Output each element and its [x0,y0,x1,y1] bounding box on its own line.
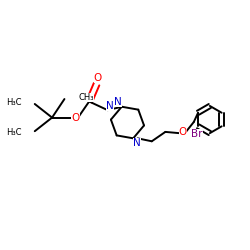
Text: Br: Br [191,129,202,139]
Text: N: N [114,97,122,107]
Text: H₃C: H₃C [6,98,21,107]
Text: N: N [133,138,141,148]
Text: O: O [94,73,102,83]
Text: N: N [106,102,114,112]
Text: O: O [72,112,80,122]
Text: CH₃: CH₃ [78,93,94,102]
Text: H₃C: H₃C [6,128,21,137]
Text: O: O [178,127,187,137]
